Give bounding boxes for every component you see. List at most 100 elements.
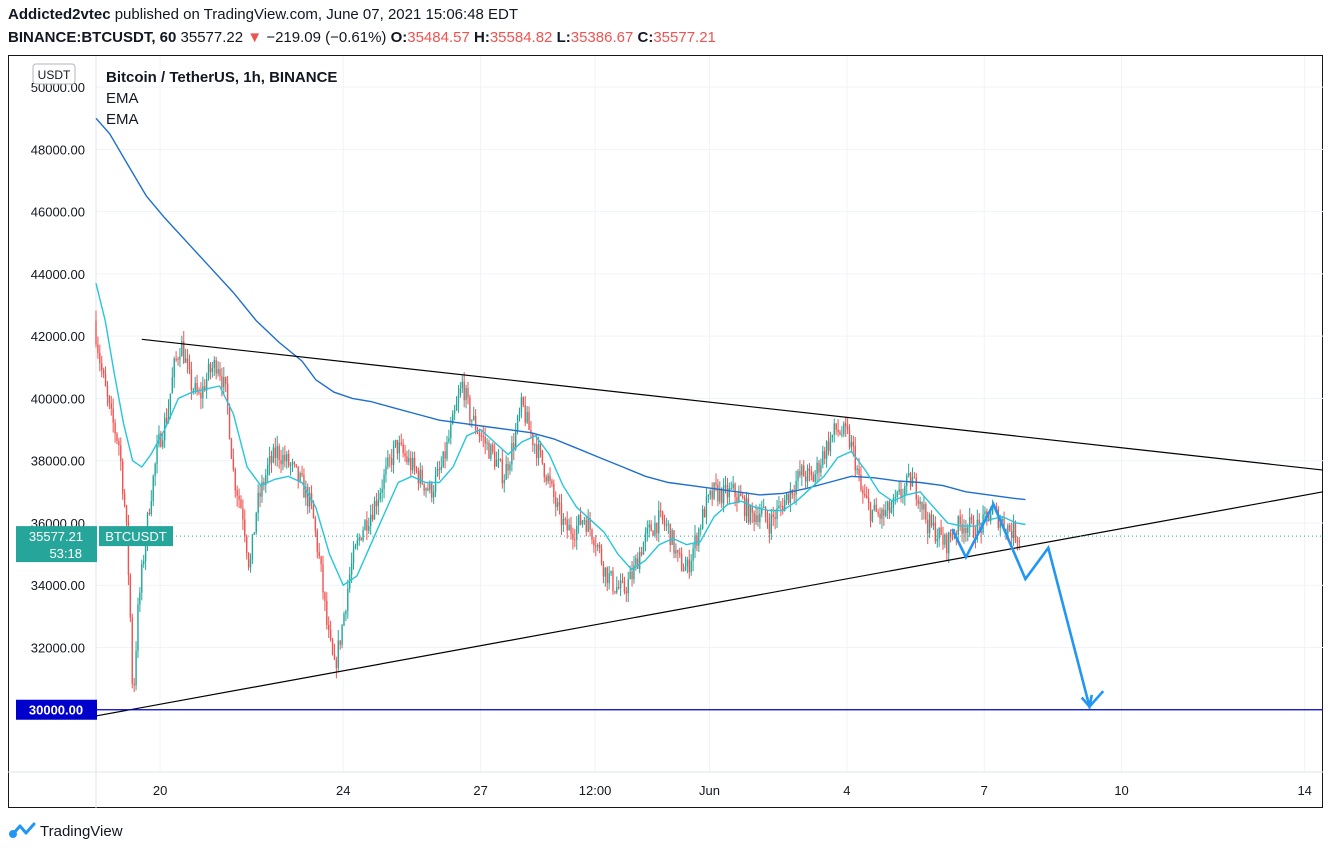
candle-body bbox=[392, 445, 395, 465]
candle-body bbox=[955, 533, 958, 535]
candle-body bbox=[797, 471, 799, 481]
candle-body bbox=[984, 511, 986, 515]
candle-body bbox=[764, 506, 767, 518]
candle-body bbox=[915, 477, 917, 500]
candle-body bbox=[379, 492, 381, 500]
candle-body bbox=[658, 510, 660, 534]
candle-body bbox=[474, 415, 477, 430]
candle-body bbox=[202, 386, 204, 399]
candle-body bbox=[272, 447, 275, 463]
candle-body bbox=[600, 548, 603, 564]
candle-body bbox=[753, 512, 755, 523]
candle-body bbox=[864, 493, 866, 496]
candle-body bbox=[154, 463, 156, 476]
candle-body bbox=[648, 524, 650, 528]
candle-body bbox=[741, 496, 744, 498]
candle-body bbox=[564, 519, 566, 521]
projection-path[interactable] bbox=[951, 501, 1105, 710]
candle-body bbox=[852, 441, 855, 447]
candle-body bbox=[820, 464, 822, 473]
candle-body bbox=[923, 504, 925, 510]
legend-ema-1[interactable]: EMA bbox=[106, 90, 139, 107]
time-axis[interactable]: 20 24 27 12:00 Jun 4 7 10 14 bbox=[8, 771, 1323, 798]
candle-body bbox=[141, 563, 143, 593]
candle-body bbox=[856, 468, 858, 471]
projection-arrowhead bbox=[1080, 694, 1094, 710]
author-name[interactable]: Addicted2vtec bbox=[8, 6, 111, 23]
candle-body bbox=[848, 429, 851, 448]
candle-body bbox=[225, 376, 227, 384]
candle-body bbox=[692, 548, 694, 561]
candle-body bbox=[934, 522, 937, 542]
candle-body bbox=[524, 405, 526, 423]
candle-body bbox=[917, 499, 919, 505]
lower-trendline[interactable] bbox=[95, 491, 1324, 717]
candle-body bbox=[352, 548, 355, 564]
candle-body bbox=[751, 505, 753, 513]
candle-body bbox=[368, 526, 370, 531]
candle-body bbox=[537, 443, 540, 459]
candle-body bbox=[740, 493, 742, 497]
candle-body bbox=[484, 436, 486, 444]
candle-body bbox=[556, 502, 559, 507]
candle-body bbox=[566, 519, 568, 531]
candle-body bbox=[268, 455, 271, 465]
candle-body bbox=[896, 492, 898, 498]
candle-body bbox=[776, 508, 778, 520]
upper-trendline[interactable] bbox=[141, 338, 1324, 471]
candle-body bbox=[289, 464, 292, 466]
candle-body bbox=[604, 567, 607, 577]
candle-body bbox=[633, 564, 635, 580]
candle-body bbox=[549, 475, 551, 481]
tradingview-brand[interactable]: TradingView bbox=[8, 820, 123, 842]
candle-body bbox=[429, 483, 431, 491]
candle-body bbox=[150, 501, 153, 514]
candle-body bbox=[711, 490, 713, 499]
candle-body bbox=[743, 497, 746, 517]
price-axis[interactable]: 50000.0048000.0046000.0044000.0042000.00… bbox=[31, 56, 97, 808]
candle-body bbox=[585, 520, 587, 532]
candle-body bbox=[532, 433, 534, 445]
candle-body bbox=[759, 513, 761, 523]
candle-body bbox=[120, 445, 122, 462]
candle-body bbox=[444, 451, 446, 459]
candle-body bbox=[419, 469, 422, 484]
price-tag-value: 35577.21 bbox=[29, 529, 83, 544]
candle-body bbox=[131, 617, 133, 684]
candle-body bbox=[190, 369, 193, 391]
candle-body bbox=[999, 521, 1001, 528]
y-tick-label: 44000.00 bbox=[31, 267, 85, 282]
candle-body bbox=[963, 527, 965, 534]
ema-fast-line bbox=[95, 283, 1026, 587]
candle-body bbox=[581, 520, 584, 525]
candle-body bbox=[944, 534, 946, 545]
legend-ema-2[interactable]: EMA bbox=[106, 111, 139, 128]
currency-badge[interactable] bbox=[32, 63, 76, 85]
candle-body bbox=[867, 497, 870, 504]
candle-body bbox=[234, 469, 236, 491]
currency-label: USDT bbox=[38, 68, 71, 82]
candle-body bbox=[402, 443, 404, 454]
candle-body bbox=[682, 570, 685, 572]
candle-body bbox=[486, 442, 488, 444]
candle-body bbox=[970, 517, 973, 520]
candle-body bbox=[709, 490, 711, 495]
symbol-tag-label: BTCUSDT bbox=[105, 529, 166, 544]
candle-body bbox=[251, 534, 254, 560]
candle-body bbox=[719, 488, 721, 502]
candle-body bbox=[530, 430, 532, 434]
candle-body bbox=[780, 505, 782, 507]
candle-body bbox=[259, 492, 261, 497]
candle-body bbox=[116, 433, 118, 442]
candle-body bbox=[463, 381, 465, 401]
candle-body bbox=[255, 512, 257, 533]
candle-body bbox=[761, 508, 763, 514]
candle-body bbox=[411, 457, 414, 471]
candle-body bbox=[591, 529, 593, 540]
candle-body bbox=[946, 534, 948, 554]
x-tick-label: 14 bbox=[1297, 783, 1311, 798]
candle-body bbox=[768, 523, 771, 534]
candle-body bbox=[936, 538, 938, 542]
high-label: H: bbox=[474, 29, 490, 46]
